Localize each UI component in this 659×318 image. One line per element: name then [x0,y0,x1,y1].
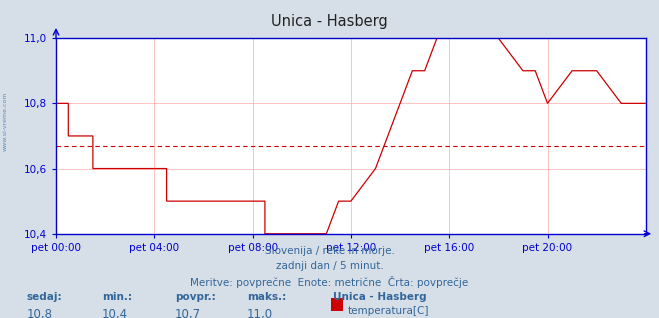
Text: Unica - Hasberg: Unica - Hasberg [333,292,426,302]
Text: Unica - Hasberg: Unica - Hasberg [271,14,388,29]
Text: povpr.:: povpr.: [175,292,215,302]
Text: 11,0: 11,0 [247,308,273,318]
Text: 10,4: 10,4 [102,308,129,318]
Text: Slovenija / reke in morje.: Slovenija / reke in morje. [264,246,395,256]
Text: min.:: min.: [102,292,132,302]
Text: www.si-vreme.com: www.si-vreme.com [3,91,8,151]
Text: sedaj:: sedaj: [26,292,62,302]
Text: 10,7: 10,7 [175,308,201,318]
Text: maks.:: maks.: [247,292,287,302]
Text: temperatura[C]: temperatura[C] [347,306,429,316]
Text: 10,8: 10,8 [26,308,52,318]
Text: zadnji dan / 5 minut.: zadnji dan / 5 minut. [275,261,384,271]
Text: Meritve: povprečne  Enote: metrične  Črta: povprečje: Meritve: povprečne Enote: metrične Črta:… [190,276,469,288]
